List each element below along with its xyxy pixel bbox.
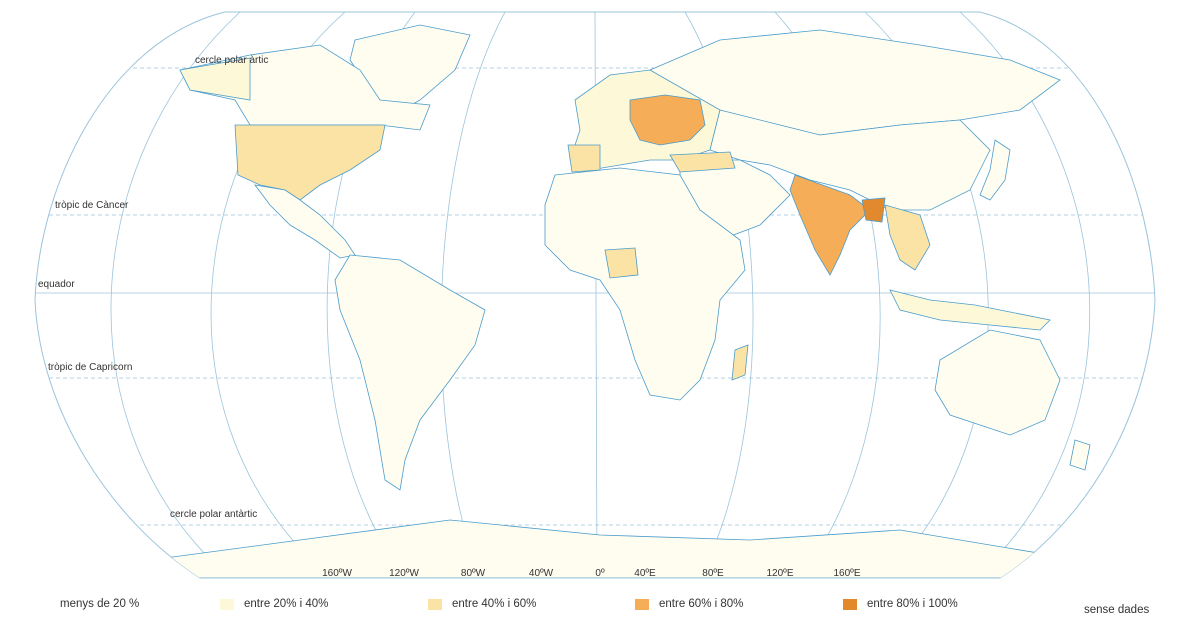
longitude-label: 0º: [595, 568, 605, 579]
legend-item-40-60: entre 40% i 60%: [428, 598, 536, 610]
legend-item-no-data: sense dades: [1084, 604, 1149, 616]
longitude-label: 80ºW: [460, 568, 486, 579]
world-map: [34, 11, 1156, 579]
antarctic-circle-label: cercle polar antàrtic: [170, 509, 258, 520]
legend-item-20-40: entre 20% i 40%: [220, 598, 328, 610]
longitude-label: 40ºW: [528, 568, 554, 579]
legend-item-80-100: entre 80% i 100%: [843, 598, 958, 610]
australia: [934, 329, 1061, 436]
longitude-label: 120ºE: [766, 568, 794, 579]
japan: [979, 139, 1011, 201]
south-america: [334, 254, 486, 491]
map-legend: menys de 20 % entre 20% i 40% entre 40% …: [0, 592, 1200, 627]
new-zealand: [1069, 439, 1091, 471]
tropic-capricorn-label: tròpic de Capricorn: [48, 362, 133, 373]
asia-central: [709, 109, 991, 211]
legend-swatch: [843, 598, 857, 610]
longitude-label: 40ºE: [634, 568, 656, 579]
legend-label: sense dades: [1084, 604, 1150, 616]
arctic-circle-label: cercle polar àrtic: [195, 55, 269, 66]
bangladesh: [861, 197, 886, 223]
legend-label: entre 80% i 100%: [867, 598, 958, 610]
longitude-label: 80ºE: [702, 568, 724, 579]
indonesia: [889, 289, 1051, 331]
legend-label: entre 20% i 40%: [244, 598, 329, 610]
legend-label: entre 40% i 60%: [452, 598, 537, 610]
iberia: [567, 144, 601, 173]
legend-label: menys de 20 %: [60, 598, 140, 610]
legend-swatch: [635, 598, 649, 610]
eastern-europe-high: [629, 94, 706, 146]
india: [789, 174, 871, 276]
nigeria: [604, 247, 639, 279]
usa: [234, 124, 386, 201]
legend-item-60-80: entre 60% i 80%: [635, 598, 743, 610]
legend-swatch: [220, 598, 234, 610]
alaska: [179, 57, 251, 101]
southeast-asia: [884, 204, 931, 271]
antarctica: [149, 519, 1051, 578]
longitude-label: 160ºE: [833, 568, 861, 579]
tropic-cancer-label: tròpic de Càncer: [55, 200, 129, 211]
legend-item-under-20: menys de 20 %: [60, 598, 139, 610]
africa: [544, 167, 746, 401]
longitude-label: 120ºW: [389, 568, 419, 579]
legend-label: entre 60% i 80%: [659, 598, 744, 610]
longitude-label: 160ºW: [322, 568, 352, 579]
legend-swatch: [428, 598, 442, 610]
turkey: [669, 151, 736, 173]
madagascar: [731, 344, 749, 381]
mexico-central-america: [254, 184, 356, 259]
equator-label: equador: [38, 279, 75, 290]
